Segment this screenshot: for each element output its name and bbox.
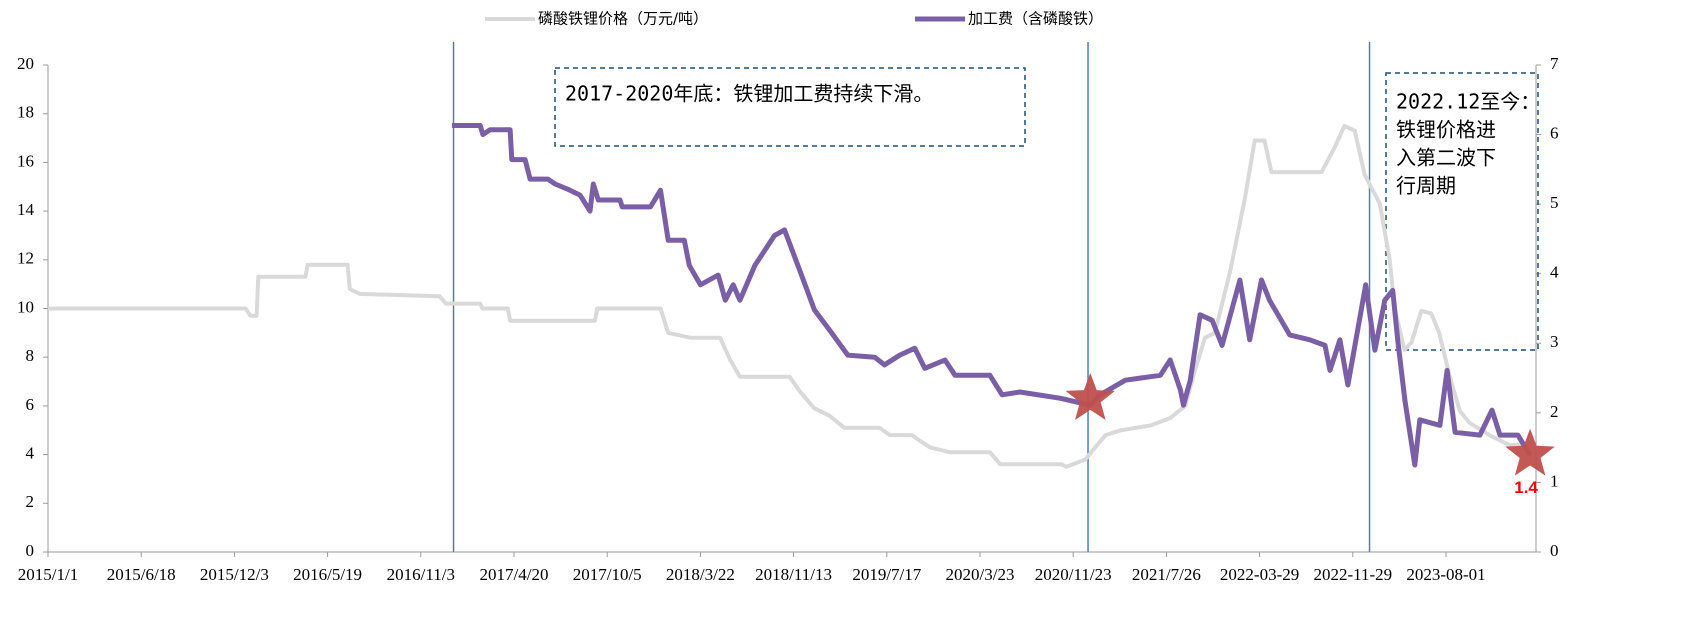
star-marker <box>1065 372 1115 420</box>
y-tick-label: 2 <box>26 492 35 511</box>
x-tick-label: 2017/10/5 <box>573 565 642 584</box>
annotation-text: 铁锂价格进 <box>1396 118 1496 142</box>
y-tick-label: 10 <box>17 297 34 316</box>
y2-tick-label: 5 <box>1550 193 1559 212</box>
x-tick-label: 2018/11/13 <box>755 565 832 584</box>
x-tick-label: 2019/7/17 <box>852 565 921 584</box>
y-tick-label: 20 <box>17 54 34 73</box>
x-tick-label: 2021/7/26 <box>1132 565 1201 584</box>
y-tick-label: 6 <box>26 395 35 414</box>
annotation-text: 入第二波下 <box>1396 146 1496 170</box>
y-tick-label: 18 <box>17 103 34 122</box>
x-tick-label: 2023-08-01 <box>1406 565 1485 584</box>
legend-label: 加工费（含磷酸铁） <box>968 10 1103 28</box>
y2-tick-label: 7 <box>1550 54 1559 73</box>
annotation-box <box>554 67 1026 147</box>
x-tick-label: 2020/3/23 <box>946 565 1015 584</box>
x-tick-label: 2016/5/19 <box>293 565 362 584</box>
legend-label: 磷酸铁锂价格（万元/吨） <box>538 10 708 28</box>
annotation-text: 行周期 <box>1396 174 1456 198</box>
y2-tick-label: 1 <box>1550 471 1559 490</box>
y2-tick-label: 6 <box>1550 123 1559 142</box>
x-tick-label: 2015/6/18 <box>107 565 176 584</box>
x-tick-label: 2015/12/3 <box>200 565 269 584</box>
y2-tick-label: 2 <box>1550 402 1559 421</box>
y-tick-label: 4 <box>26 444 35 463</box>
annotation-box <box>1385 72 1539 351</box>
y-tick-label: 14 <box>17 200 35 219</box>
y-tick-label: 16 <box>17 151 34 170</box>
x-tick-label: 2016/11/3 <box>387 565 455 584</box>
marker-label: 1.4 <box>1514 478 1538 497</box>
y-tick-label: 8 <box>26 346 35 365</box>
star-marker <box>1505 428 1555 476</box>
series-line <box>48 123 1524 469</box>
x-tick-label: 2022-03-29 <box>1220 565 1299 584</box>
y-tick-label: 0 <box>26 541 35 560</box>
annotation-text: 2022.12至今： <box>1396 90 1540 114</box>
x-tick-label: 2020/11/23 <box>1035 565 1112 584</box>
x-tick-label: 2018/3/22 <box>666 565 735 584</box>
series-line <box>451 123 1533 468</box>
annotation-text: 2017-2020年底：铁锂加工费持续下滑。 <box>565 82 933 106</box>
y2-tick-label: 4 <box>1550 263 1559 282</box>
y-tick-label: 12 <box>17 249 34 268</box>
x-tick-label: 2022-11-29 <box>1313 565 1392 584</box>
y2-tick-label: 0 <box>1550 541 1559 560</box>
x-tick-label: 2015/1/1 <box>18 565 78 584</box>
x-tick-label: 2017/4/20 <box>480 565 549 584</box>
y2-tick-label: 3 <box>1550 332 1559 351</box>
